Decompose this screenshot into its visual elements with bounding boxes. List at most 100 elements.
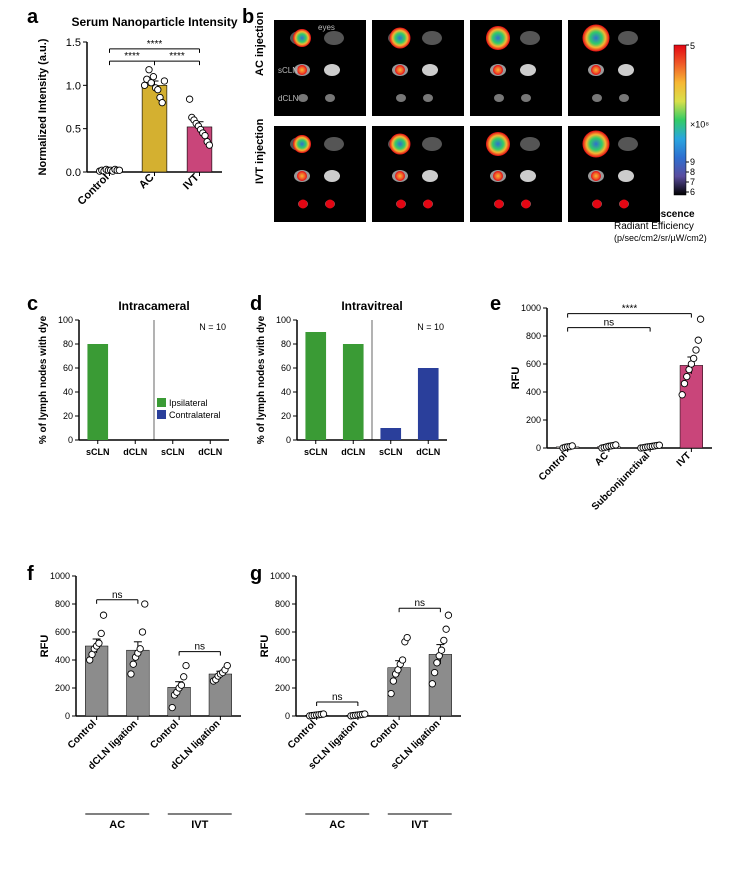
svg-text:Radiant Efficiency: Radiant Efficiency <box>614 221 694 232</box>
svg-text:7: 7 <box>690 177 695 187</box>
svg-text:IVT: IVT <box>181 171 202 192</box>
svg-text:ns: ns <box>604 318 615 329</box>
svg-text:% of lymph nodes with dye: % of lymph nodes with dye <box>38 315 49 444</box>
svg-text:400: 400 <box>526 387 541 397</box>
panel-a-chart: Serum Nanoparticle Intensity Normalized I… <box>32 12 242 227</box>
svg-text:Normalized Intensity (a.u.): Normalized Intensity (a.u.) <box>37 38 49 175</box>
svg-text:****: **** <box>124 51 140 62</box>
svg-text:80: 80 <box>281 339 291 349</box>
svg-text:800: 800 <box>526 331 541 341</box>
svg-text:AC: AC <box>329 819 345 831</box>
svg-text:Control: Control <box>368 718 401 751</box>
svg-text:****: **** <box>147 39 163 50</box>
svg-text:ns: ns <box>194 642 205 653</box>
svg-text:dCLN: dCLN <box>341 447 365 457</box>
svg-text:Control: Control <box>537 450 570 483</box>
svg-text:ns: ns <box>112 590 123 601</box>
svg-text:IVT: IVT <box>675 450 694 469</box>
svg-text:AC: AC <box>593 450 611 468</box>
svg-text:60: 60 <box>281 363 291 373</box>
svg-text:dCLN: dCLN <box>278 94 299 103</box>
svg-text:600: 600 <box>55 627 70 637</box>
svg-text:****: **** <box>622 304 638 315</box>
svg-text:200: 200 <box>526 415 541 425</box>
svg-text:100: 100 <box>276 315 291 325</box>
svg-text:0.0: 0.0 <box>66 167 81 179</box>
svg-text:ns: ns <box>414 598 425 609</box>
svg-text:8: 8 <box>690 167 695 177</box>
svg-text:60: 60 <box>63 363 73 373</box>
svg-text:Control: Control <box>148 718 181 751</box>
svg-text:200: 200 <box>55 683 70 693</box>
svg-text:sCLN: sCLN <box>379 447 403 457</box>
svg-text:800: 800 <box>55 599 70 609</box>
panel-e-chart: RFU02004006008001000ControlACSubconjunct… <box>505 298 730 528</box>
svg-text:1000: 1000 <box>50 571 70 581</box>
svg-text:1000: 1000 <box>270 571 290 581</box>
svg-text:5: 5 <box>690 41 695 51</box>
svg-text:20: 20 <box>63 411 73 421</box>
svg-text:dCLN: dCLN <box>198 447 222 457</box>
svg-text:0: 0 <box>286 435 291 445</box>
svg-text:RFU: RFU <box>259 635 271 658</box>
panel-d-chart: Intravitreal % of lymph nodes with dye 0 20… <box>252 298 462 498</box>
panel-c-chart: Intracameral % of lymph nodes with dye 0 20… <box>34 298 244 498</box>
svg-text:1.5: 1.5 <box>66 37 81 49</box>
svg-text:0: 0 <box>285 711 290 721</box>
svg-text:6: 6 <box>690 187 695 197</box>
svg-text:Control: Control <box>286 718 319 751</box>
svg-text:IVT: IVT <box>411 819 428 831</box>
svg-text:dCLN: dCLN <box>416 447 440 457</box>
svg-text:80: 80 <box>63 339 73 349</box>
svg-text:Epi-fluorescence: Epi-fluorescence <box>614 209 695 220</box>
svg-text:sCLN: sCLN <box>304 447 328 457</box>
panel-e-label: e <box>490 293 501 316</box>
svg-text:RFU: RFU <box>510 367 522 390</box>
svg-text:0: 0 <box>68 435 73 445</box>
panel-b-region: AC injection IVT injection eyessCLNdCLN5… <box>260 20 740 250</box>
svg-text:0: 0 <box>536 443 541 453</box>
svg-text:dCLN: dCLN <box>123 447 147 457</box>
panel-g-chart: RFU02004006008001000ControlsCLN ligation… <box>254 566 479 856</box>
svg-text:(p/sec/cm2/sr/µW/cm2): (p/sec/cm2/sr/µW/cm2) <box>614 233 707 243</box>
svg-text:9: 9 <box>690 157 695 167</box>
svg-text:AC: AC <box>137 172 157 192</box>
svg-text:800: 800 <box>275 599 290 609</box>
svg-text:40: 40 <box>281 387 291 397</box>
panel-f-label: f <box>27 563 34 586</box>
svg-text:100: 100 <box>58 315 73 325</box>
svg-text:Intracameral: Intracameral <box>118 299 189 313</box>
svg-text:sCLN: sCLN <box>86 447 110 457</box>
svg-text:Control: Control <box>66 718 99 751</box>
svg-text:AC: AC <box>109 819 125 831</box>
svg-text:sCLN: sCLN <box>161 447 185 457</box>
svg-text:0: 0 <box>65 711 70 721</box>
svg-text:****: **** <box>169 51 185 62</box>
svg-text:eyes: eyes <box>318 23 335 32</box>
svg-text:600: 600 <box>526 359 541 369</box>
svg-text:Intravitreal: Intravitreal <box>341 299 402 313</box>
svg-text:400: 400 <box>55 655 70 665</box>
svg-text:Ipsilateral: Ipsilateral <box>169 398 208 408</box>
svg-text:200: 200 <box>275 683 290 693</box>
svg-text:N = 10: N = 10 <box>199 322 226 332</box>
svg-text:40: 40 <box>63 387 73 397</box>
panel-b-images: eyes sCLN dCLN 5 ×10⁸ 9876 Epi-fluorescenceRad… <box>260 20 740 250</box>
svg-text:1000: 1000 <box>521 303 541 313</box>
panel-f-chart: RFU02004006008001000ControldCLN ligation… <box>34 566 259 856</box>
svg-text:ns: ns <box>332 692 343 703</box>
svg-text:20: 20 <box>281 411 291 421</box>
svg-text:Serum Nanoparticle Intensity: Serum Nanoparticle Intensity <box>71 15 237 29</box>
svg-text:IVT: IVT <box>191 819 208 831</box>
svg-text:sCLN: sCLN <box>278 66 298 75</box>
panel-b-label: b <box>242 6 254 29</box>
svg-text:1.0: 1.0 <box>66 80 81 92</box>
svg-text:0.5: 0.5 <box>66 124 81 136</box>
svg-text:Contralateral: Contralateral <box>169 410 221 420</box>
svg-text:% of lymph nodes with dye: % of lymph nodes with dye <box>256 315 267 444</box>
svg-text:N = 10: N = 10 <box>417 322 444 332</box>
svg-text:600: 600 <box>275 627 290 637</box>
svg-text:400: 400 <box>275 655 290 665</box>
svg-text:×10⁸: ×10⁸ <box>690 120 709 130</box>
svg-text:RFU: RFU <box>39 635 51 658</box>
